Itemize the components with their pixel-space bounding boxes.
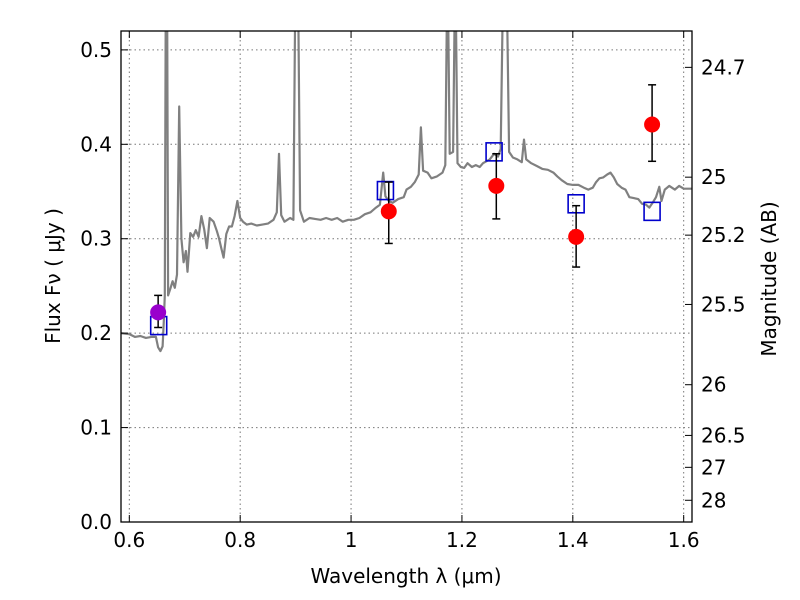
- right-tick-label: 27: [701, 455, 726, 479]
- right-tick-label: 25: [701, 165, 726, 189]
- right-tick-label: 28: [701, 488, 726, 512]
- axis-ticks: 0.6 0.8 1 1.2 1.4 1.6 0.0 0.1 0.2 0.3 0.4 0.5 24.7 25…: [80, 31, 746, 552]
- y-tick-label: 0.0: [80, 510, 112, 534]
- x-axis-label: Wavelength λ (μm): [310, 564, 501, 588]
- y-tick-label: 0.3: [80, 227, 112, 251]
- measured-point: [568, 228, 585, 245]
- y-tick-label: 0.2: [80, 321, 112, 345]
- x-tick-label: 1.6: [668, 528, 700, 552]
- measured-point: [488, 177, 505, 194]
- measured-point: [644, 116, 661, 133]
- x-tick-label: 1.4: [557, 528, 589, 552]
- x-tick-label: 0.6: [113, 528, 145, 552]
- y-tick-label: 0.4: [80, 132, 112, 156]
- plot-frame: [120, 30, 693, 523]
- plot-points: [149, 84, 661, 336]
- measured-point: [150, 304, 167, 321]
- y-tick-label: 0.1: [80, 416, 112, 440]
- right-tick-label: 25.5: [701, 292, 746, 316]
- measured-point: [380, 203, 397, 220]
- y-tick-label: 0.5: [80, 38, 112, 62]
- spectrum-line: [121, 31, 692, 353]
- grid-lines: [121, 31, 692, 522]
- right-tick-label: 25.2: [701, 223, 746, 247]
- model-square-point: [643, 201, 661, 222]
- x-tick-label: 0.8: [224, 528, 256, 552]
- x-tick-label: 1: [345, 528, 358, 552]
- model-square-point: [485, 142, 503, 162]
- right-tick-label: 26.5: [701, 423, 746, 447]
- right-axis-label: Magnitude (AB): [757, 201, 781, 356]
- right-tick-label: 24.7: [701, 55, 746, 79]
- plot-data: [121, 31, 692, 353]
- x-tick-label: 1.2: [446, 528, 478, 552]
- right-tick-label: 26: [701, 373, 726, 397]
- y-axis-label: Flux Fν ( μJy ): [41, 208, 65, 344]
